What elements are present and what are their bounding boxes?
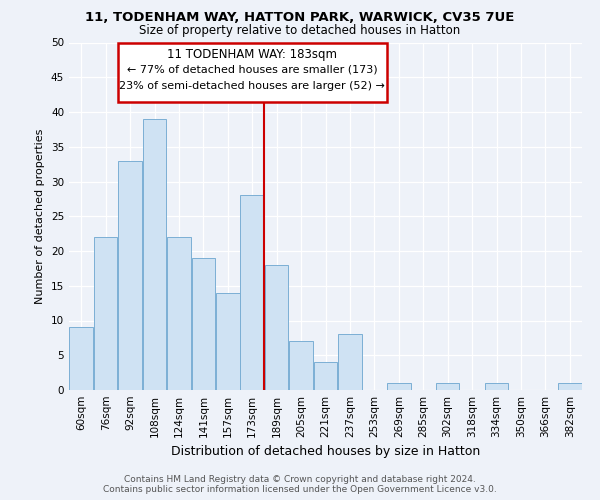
Bar: [94, 237, 118, 390]
Text: 11 TODENHAM WAY: 183sqm: 11 TODENHAM WAY: 183sqm: [167, 48, 337, 61]
Bar: [241, 196, 264, 390]
Bar: [485, 383, 508, 390]
Bar: [70, 328, 93, 390]
Text: 23% of semi-detached houses are larger (52) →: 23% of semi-detached houses are larger (…: [119, 82, 385, 92]
Bar: [436, 383, 460, 390]
Bar: [191, 258, 215, 390]
Y-axis label: Number of detached properties: Number of detached properties: [35, 128, 46, 304]
Text: Contains HM Land Registry data © Crown copyright and database right 2024.
Contai: Contains HM Land Registry data © Crown c…: [103, 474, 497, 494]
Bar: [338, 334, 362, 390]
Bar: [314, 362, 337, 390]
Text: ← 77% of detached houses are smaller (173): ← 77% of detached houses are smaller (17…: [127, 64, 377, 74]
Bar: [143, 119, 166, 390]
Bar: [118, 160, 142, 390]
Bar: [265, 265, 289, 390]
X-axis label: Distribution of detached houses by size in Hatton: Distribution of detached houses by size …: [171, 446, 480, 458]
FancyBboxPatch shape: [118, 42, 386, 102]
Bar: [387, 383, 410, 390]
Bar: [289, 342, 313, 390]
Text: Size of property relative to detached houses in Hatton: Size of property relative to detached ho…: [139, 24, 461, 37]
Bar: [558, 383, 581, 390]
Bar: [216, 292, 239, 390]
Text: 11, TODENHAM WAY, HATTON PARK, WARWICK, CV35 7UE: 11, TODENHAM WAY, HATTON PARK, WARWICK, …: [85, 11, 515, 24]
Bar: [167, 237, 191, 390]
